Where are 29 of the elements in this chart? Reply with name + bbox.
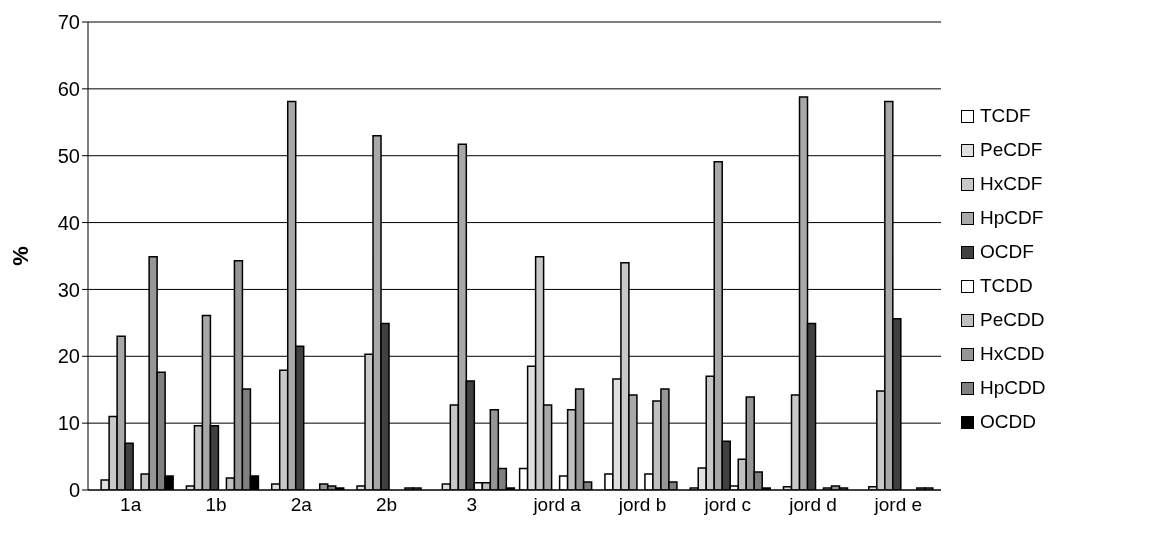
- y-tick-label: 20: [57, 345, 80, 368]
- y-tick-label: 10: [57, 412, 80, 435]
- legend-label: HxCDD: [980, 343, 1045, 365]
- x-tick-label: jord a: [532, 494, 582, 516]
- y-axis-title: %: [7, 246, 33, 266]
- x-tick-label: 2b: [375, 494, 398, 516]
- legend-label: OCDF: [980, 241, 1034, 263]
- x-tick-label: jord c: [703, 494, 751, 516]
- legend-label: OCDD: [980, 411, 1036, 433]
- y-tick-label: 30: [57, 278, 80, 301]
- x-tick-label: jord b: [617, 494, 667, 516]
- x-tick-label: 2a: [290, 494, 313, 516]
- x-tick-label: 3: [466, 494, 478, 516]
- legend-label: PeCDF: [980, 139, 1043, 161]
- y-tick-label: 60: [57, 77, 80, 100]
- x-tick-label: jord e: [873, 494, 923, 516]
- legend-label: TCDF: [980, 105, 1031, 127]
- y-tick-label: 50: [57, 144, 80, 167]
- y-tick-label: 40: [57, 211, 80, 234]
- x-tick-label: jord d: [788, 494, 837, 516]
- y-tick-label: 0: [68, 479, 80, 502]
- legend-label: PeCDD: [980, 309, 1045, 331]
- x-tick-label: 1a: [120, 494, 142, 516]
- legend-label: HpCDD: [980, 377, 1046, 399]
- legend-label: HpCDF: [980, 207, 1044, 229]
- legend-label: HxCDF: [980, 173, 1043, 195]
- legend-label: TCDD: [980, 275, 1033, 297]
- y-tick-label: 70: [57, 11, 80, 34]
- x-tick-label: 1b: [205, 494, 227, 516]
